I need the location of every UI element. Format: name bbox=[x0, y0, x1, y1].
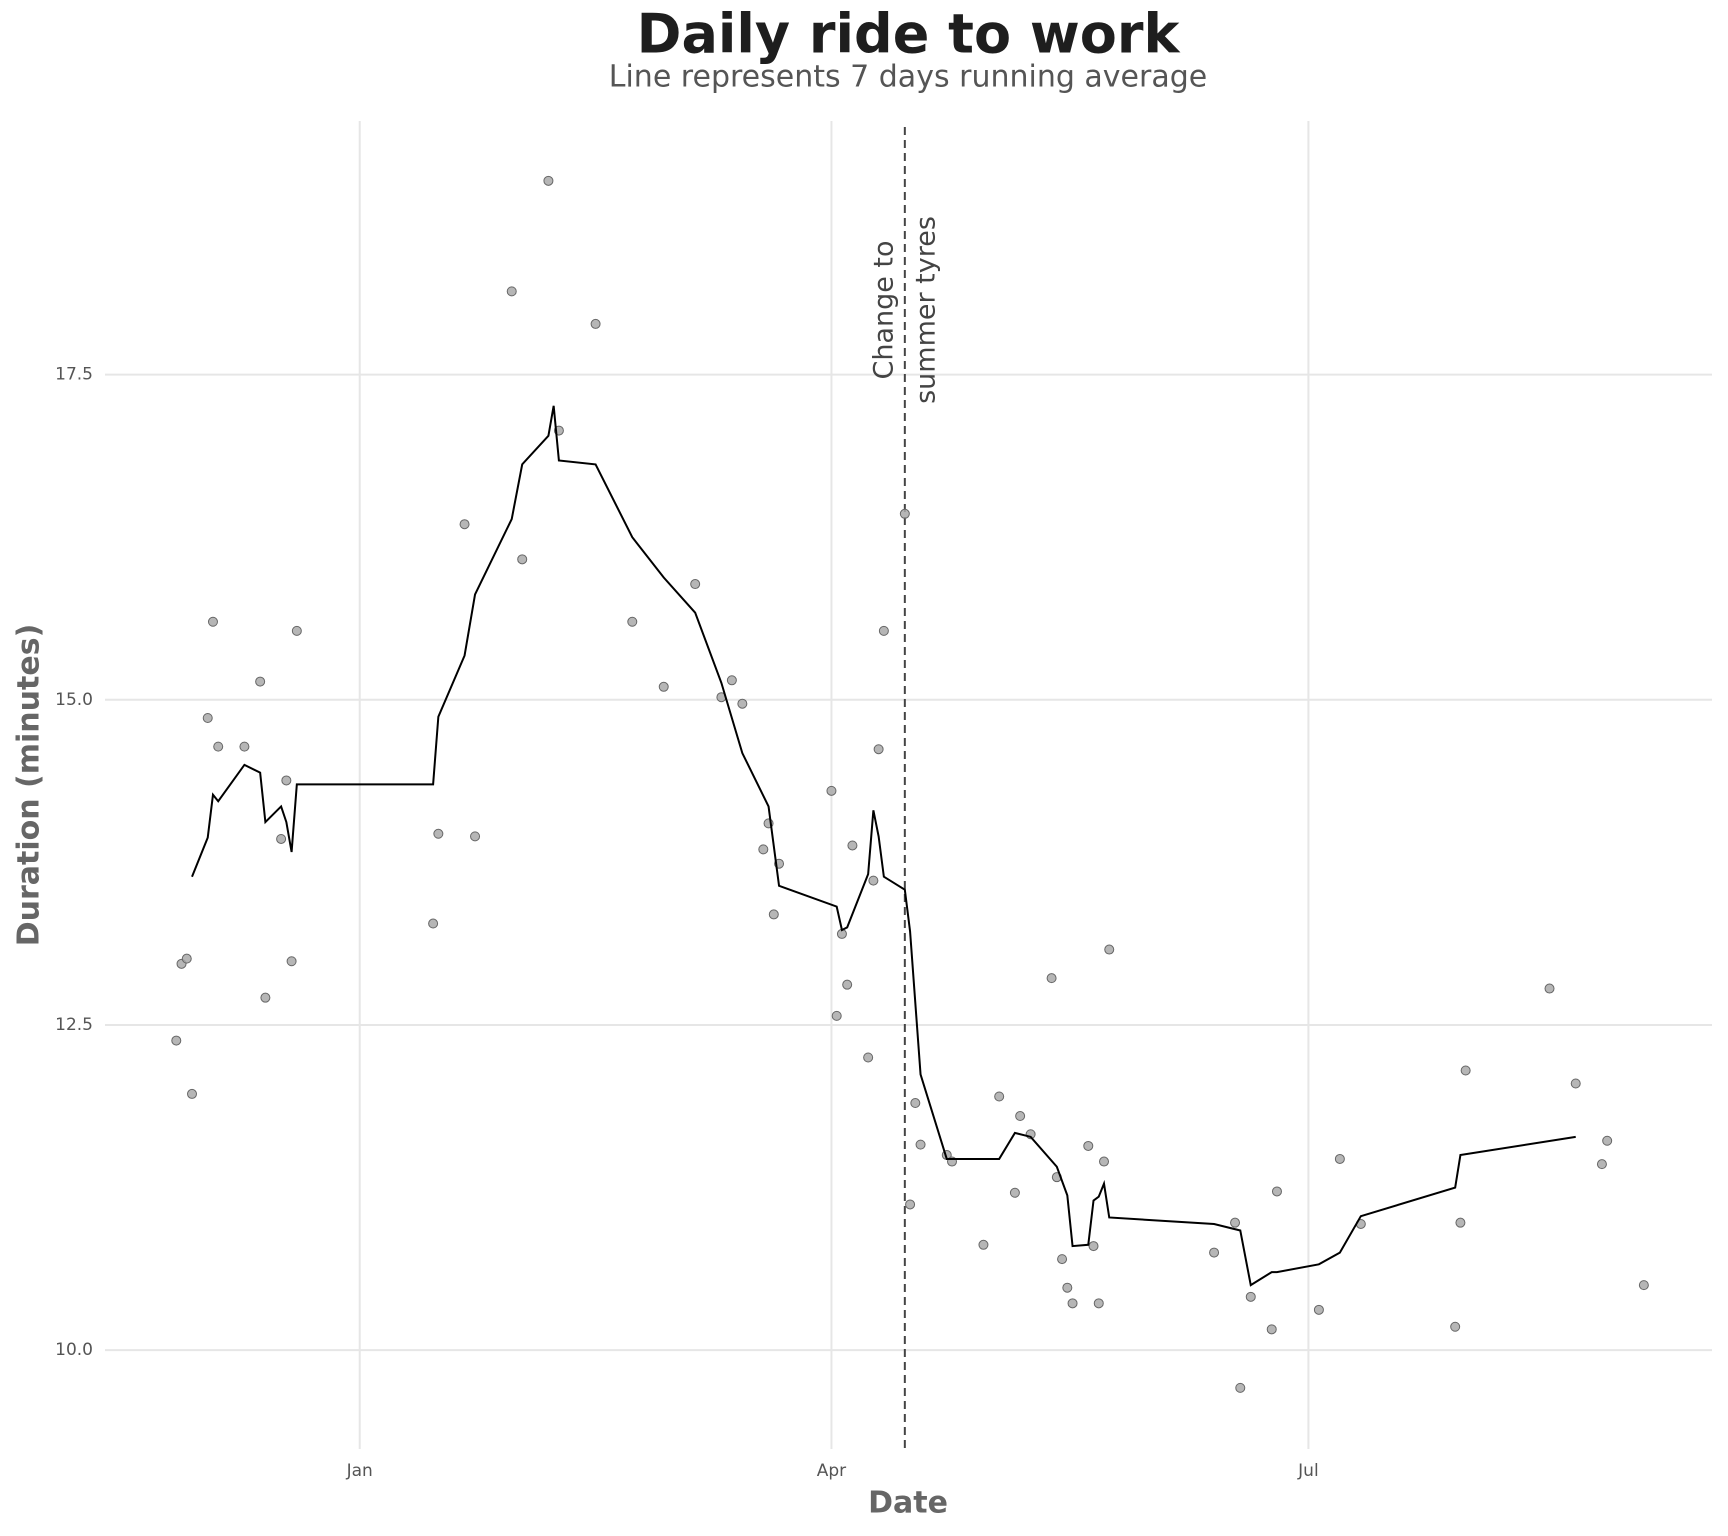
point bbox=[978, 1239, 989, 1250]
point bbox=[873, 744, 884, 755]
point bbox=[868, 875, 879, 886]
point bbox=[181, 953, 192, 964]
point bbox=[1544, 983, 1555, 994]
x-axis-label: Date bbox=[868, 1486, 948, 1521]
point bbox=[1015, 1111, 1026, 1122]
running-average-line bbox=[191, 405, 1576, 1287]
point bbox=[1230, 1217, 1241, 1228]
point bbox=[470, 831, 481, 842]
point bbox=[1057, 1254, 1068, 1265]
point bbox=[658, 681, 669, 692]
point bbox=[187, 1088, 198, 1099]
y-axis-label: Duration (minutes) bbox=[12, 624, 47, 947]
point bbox=[171, 1035, 182, 1046]
point bbox=[1083, 1140, 1094, 1151]
point bbox=[239, 741, 250, 752]
point bbox=[1046, 973, 1057, 984]
point bbox=[207, 616, 218, 627]
point bbox=[213, 741, 224, 752]
point bbox=[1638, 1280, 1649, 1291]
chart-title: Daily ride to work bbox=[637, 3, 1181, 66]
point bbox=[878, 625, 889, 636]
point bbox=[459, 519, 470, 530]
point bbox=[1099, 1156, 1110, 1167]
point bbox=[202, 713, 213, 724]
point bbox=[1271, 1186, 1282, 1197]
point bbox=[1455, 1217, 1466, 1228]
point bbox=[758, 844, 769, 855]
point bbox=[1209, 1247, 1220, 1258]
point bbox=[994, 1091, 1005, 1102]
point bbox=[726, 675, 737, 686]
point bbox=[590, 318, 601, 329]
point bbox=[737, 698, 748, 709]
x-tick-label: Apr bbox=[817, 1461, 846, 1481]
point bbox=[915, 1139, 926, 1150]
point bbox=[1088, 1241, 1099, 1252]
y-tick-label: 12.5 bbox=[55, 1015, 93, 1035]
point bbox=[291, 625, 302, 636]
point bbox=[1266, 1324, 1277, 1335]
point bbox=[276, 833, 287, 844]
point bbox=[768, 909, 779, 920]
point bbox=[286, 956, 297, 967]
point bbox=[506, 286, 517, 297]
point bbox=[1245, 1291, 1256, 1302]
x-tick-label: Jan bbox=[346, 1461, 373, 1481]
annotation-text: Change to bbox=[868, 240, 899, 379]
point bbox=[910, 1098, 921, 1109]
point bbox=[1093, 1298, 1104, 1309]
point bbox=[1602, 1135, 1613, 1146]
point bbox=[826, 785, 837, 796]
y-tick-label: 15.0 bbox=[55, 690, 93, 710]
point bbox=[1062, 1282, 1073, 1293]
annotation-text: summer tyres bbox=[910, 216, 941, 404]
point bbox=[260, 992, 271, 1003]
point bbox=[690, 579, 701, 590]
point bbox=[428, 918, 439, 929]
y-tick-label: 17.5 bbox=[55, 365, 93, 385]
point bbox=[1009, 1187, 1020, 1198]
point bbox=[1067, 1298, 1078, 1309]
point bbox=[255, 676, 266, 687]
point bbox=[1450, 1321, 1461, 1332]
point bbox=[1104, 944, 1115, 955]
point bbox=[831, 1010, 842, 1021]
point bbox=[905, 1199, 916, 1210]
point bbox=[1460, 1065, 1471, 1076]
point bbox=[433, 828, 444, 839]
point bbox=[1596, 1159, 1607, 1170]
point bbox=[1313, 1304, 1324, 1315]
point bbox=[543, 175, 554, 186]
point bbox=[1334, 1153, 1345, 1164]
point bbox=[847, 840, 858, 851]
y-tick-label: 10.0 bbox=[55, 1340, 93, 1360]
point bbox=[627, 616, 638, 627]
point bbox=[517, 554, 528, 565]
point bbox=[1570, 1078, 1581, 1089]
point bbox=[842, 979, 853, 990]
point bbox=[863, 1052, 874, 1063]
point bbox=[899, 508, 910, 519]
point bbox=[281, 775, 292, 786]
point bbox=[1235, 1382, 1246, 1393]
chart-subtitle: Line represents 7 days running average bbox=[609, 60, 1207, 95]
x-tick-label: Jul bbox=[1297, 1461, 1319, 1481]
